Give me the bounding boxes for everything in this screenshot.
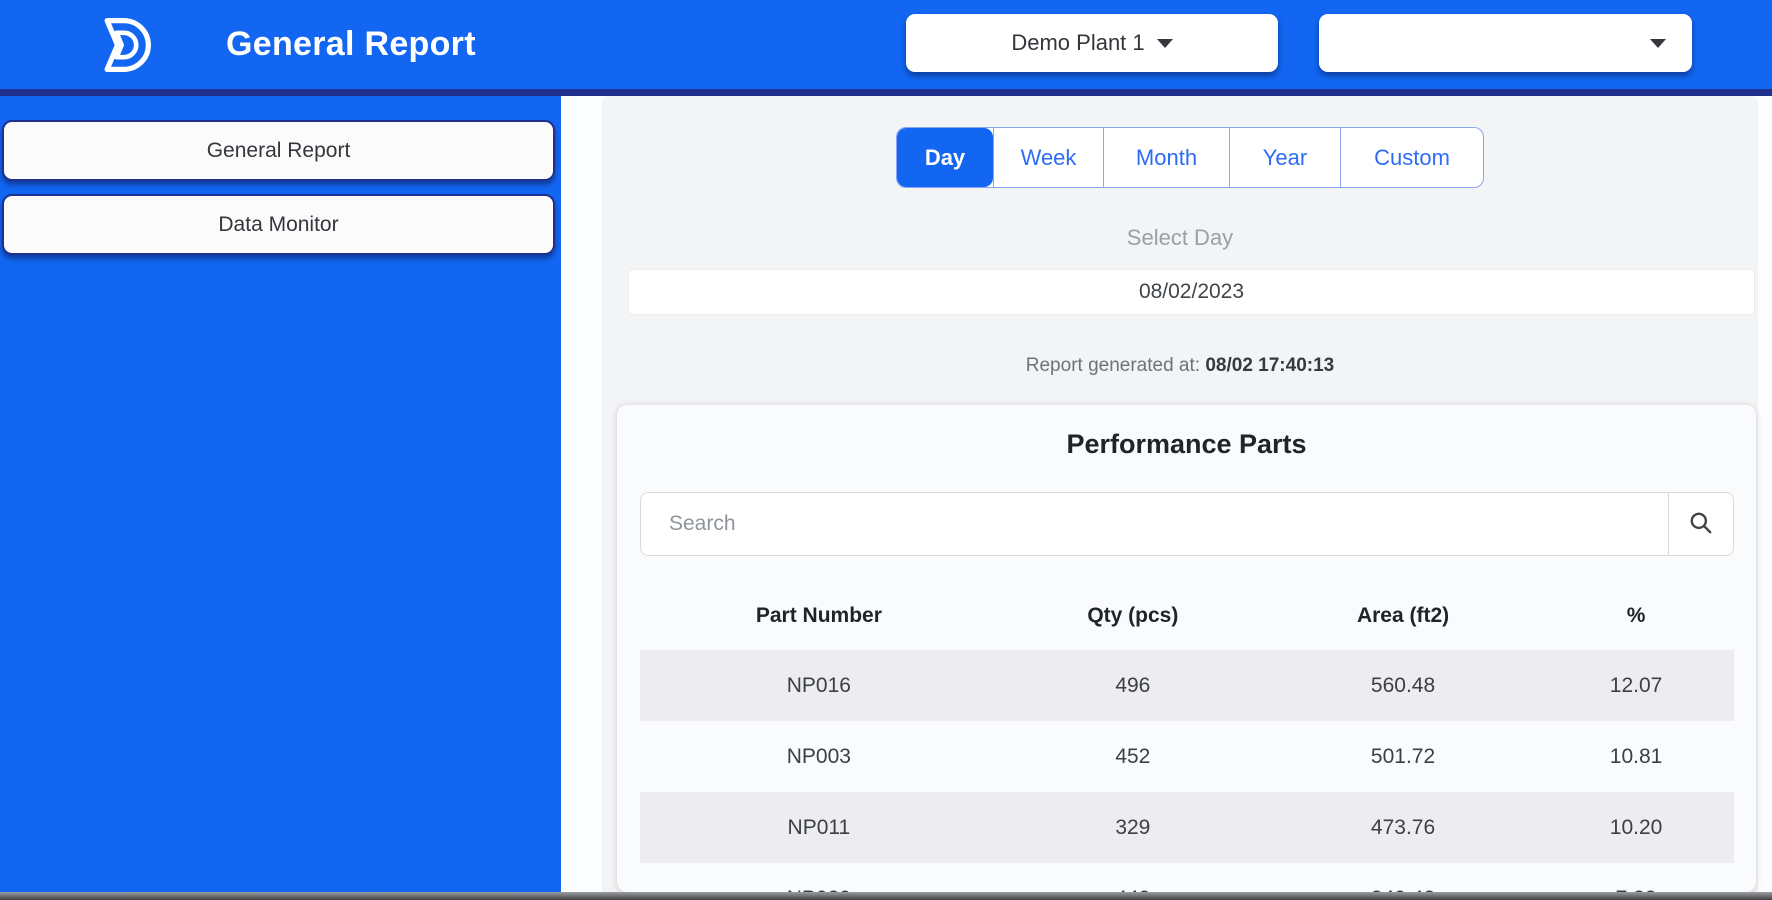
- card-title: Performance Parts: [617, 405, 1756, 460]
- sidebar-item-data-monitor[interactable]: Data Monitor: [2, 194, 555, 255]
- report-generated-prefix: Report generated at:: [1026, 355, 1200, 376]
- cell-part-number: NP003: [640, 745, 998, 769]
- period-tab-group: Day Week Month Year Custom: [896, 127, 1484, 188]
- table-row: NP016 496 560.48 12.07: [640, 650, 1734, 721]
- plant-selector-dropdown[interactable]: Demo Plant 1: [906, 14, 1278, 72]
- cell-area: 501.72: [1268, 745, 1538, 769]
- column-header-area: Area (ft2): [1268, 604, 1538, 628]
- page-title: General Report: [226, 0, 476, 89]
- secondary-selector-dropdown[interactable]: [1319, 14, 1692, 72]
- cell-qty: 329: [998, 816, 1268, 840]
- screen-edge-strip: [0, 892, 1772, 900]
- brand-logo-icon: [94, 15, 154, 75]
- search-input[interactable]: [640, 492, 1668, 556]
- performance-parts-card: Performance Parts Part Number Qty (pcs): [617, 405, 1756, 892]
- table-header-row: Part Number Qty (pcs) Area (ft2) %: [640, 582, 1734, 650]
- cell-percent: 10.20: [1538, 816, 1734, 840]
- report-panel: Day Week Month Year Custom Select Day Re…: [602, 96, 1758, 892]
- plant-selector-value: Demo Plant 1: [1011, 30, 1144, 56]
- report-generated-time: 08/02 17:40:13: [1205, 355, 1334, 376]
- cell-percent: 12.07: [1538, 674, 1734, 698]
- parts-table: Part Number Qty (pcs) Area (ft2) % NP016…: [640, 582, 1734, 892]
- cell-qty: 452: [998, 745, 1268, 769]
- chevron-down-icon: [1157, 39, 1173, 48]
- app-root: General Report Demo Plant 1 General Repo…: [0, 0, 1772, 900]
- search-bar: [640, 492, 1734, 556]
- select-day-label: Select Day: [602, 225, 1758, 251]
- column-header-qty: Qty (pcs): [998, 604, 1268, 628]
- cell-part-number: NP016: [640, 674, 998, 698]
- chevron-down-icon: [1650, 39, 1666, 48]
- app-header: General Report Demo Plant 1: [0, 0, 1772, 96]
- tab-custom[interactable]: Custom: [1340, 128, 1483, 187]
- cell-part-number: NP011: [640, 816, 998, 840]
- tab-week[interactable]: Week: [993, 128, 1103, 187]
- cell-area: 473.76: [1268, 816, 1538, 840]
- tab-year[interactable]: Year: [1229, 128, 1340, 187]
- search-button[interactable]: [1668, 492, 1734, 556]
- cell-qty: 496: [998, 674, 1268, 698]
- column-header-part-number: Part Number: [640, 604, 998, 628]
- date-input[interactable]: [628, 269, 1755, 315]
- sidebar: General Report Data Monitor: [0, 96, 561, 892]
- sidebar-item-general-report[interactable]: General Report: [2, 120, 555, 181]
- table-row: NP011 329 473.76 10.20: [640, 792, 1734, 863]
- search-icon: [1688, 510, 1714, 539]
- report-generated-line: Report generated at: 08/02 17:40:13: [602, 355, 1758, 377]
- tab-month[interactable]: Month: [1103, 128, 1229, 187]
- column-header-percent: %: [1538, 604, 1734, 628]
- table-row: NP003 452 501.72 10.81: [640, 721, 1734, 792]
- cell-area: 560.48: [1268, 674, 1538, 698]
- tab-day[interactable]: Day: [897, 128, 993, 187]
- table-row-partial: NP029 440 340.43 7.33: [640, 863, 1734, 892]
- cell-percent: 10.81: [1538, 745, 1734, 769]
